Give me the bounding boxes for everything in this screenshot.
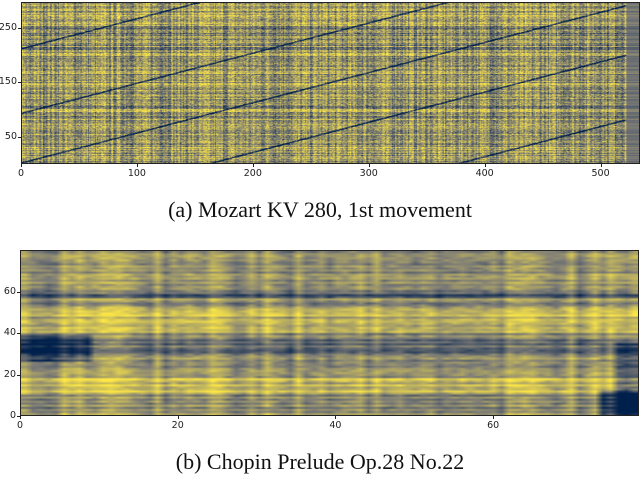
caption-b: (b) Chopin Prelude Op.28 No.22 bbox=[175, 449, 465, 474]
x-tick-mark bbox=[21, 164, 22, 167]
y-tick-mark bbox=[17, 291, 20, 293]
y-tick-mark bbox=[18, 136, 21, 138]
heatmap-b bbox=[20, 250, 639, 416]
y-tick-mark bbox=[17, 374, 20, 376]
x-tick-mark bbox=[484, 164, 486, 167]
x-tick-label: 500 bbox=[591, 168, 610, 179]
x-tick-label: 400 bbox=[475, 168, 494, 179]
y-tick-label: 150 bbox=[0, 76, 17, 88]
heatmap-b-cells bbox=[21, 251, 638, 415]
caption-a: (a) Mozart KV 280, 1st movement bbox=[168, 197, 472, 222]
x-tick-label: 0 bbox=[16, 420, 24, 431]
y-tick-label: 50 bbox=[4, 130, 17, 142]
x-tick-mark bbox=[493, 416, 495, 419]
x-tick-mark bbox=[177, 416, 179, 419]
heatmap-a-cells bbox=[22, 3, 639, 163]
heatmap-a bbox=[21, 2, 640, 164]
y-tick-mark bbox=[17, 333, 20, 334]
x-tick-label: 60 bbox=[487, 420, 500, 431]
x-tick-mark bbox=[136, 164, 138, 167]
x-tick-mark bbox=[368, 164, 370, 167]
x-tick-mark bbox=[335, 416, 337, 419]
y-tick-mark bbox=[17, 416, 20, 417]
x-tick-mark bbox=[20, 416, 21, 419]
x-tick-label: 20 bbox=[171, 420, 184, 431]
x-tick-label: 200 bbox=[243, 168, 262, 179]
y-tick-label: 0 bbox=[9, 410, 16, 421]
y-tick-mark bbox=[18, 82, 21, 84]
x-tick-label: 40 bbox=[329, 420, 342, 431]
x-tick-label: 300 bbox=[359, 168, 378, 179]
x-tick-mark bbox=[600, 164, 602, 167]
x-tick-label: 100 bbox=[127, 168, 146, 179]
y-tick-label: 20 bbox=[3, 368, 16, 380]
y-tick-label: 250 bbox=[0, 22, 17, 34]
x-tick-mark bbox=[252, 164, 254, 167]
y-tick-label: 60 bbox=[3, 285, 16, 297]
y-tick-label: 40 bbox=[3, 327, 16, 338]
y-tick-mark bbox=[18, 28, 21, 30]
x-tick-label: 0 bbox=[17, 168, 25, 179]
